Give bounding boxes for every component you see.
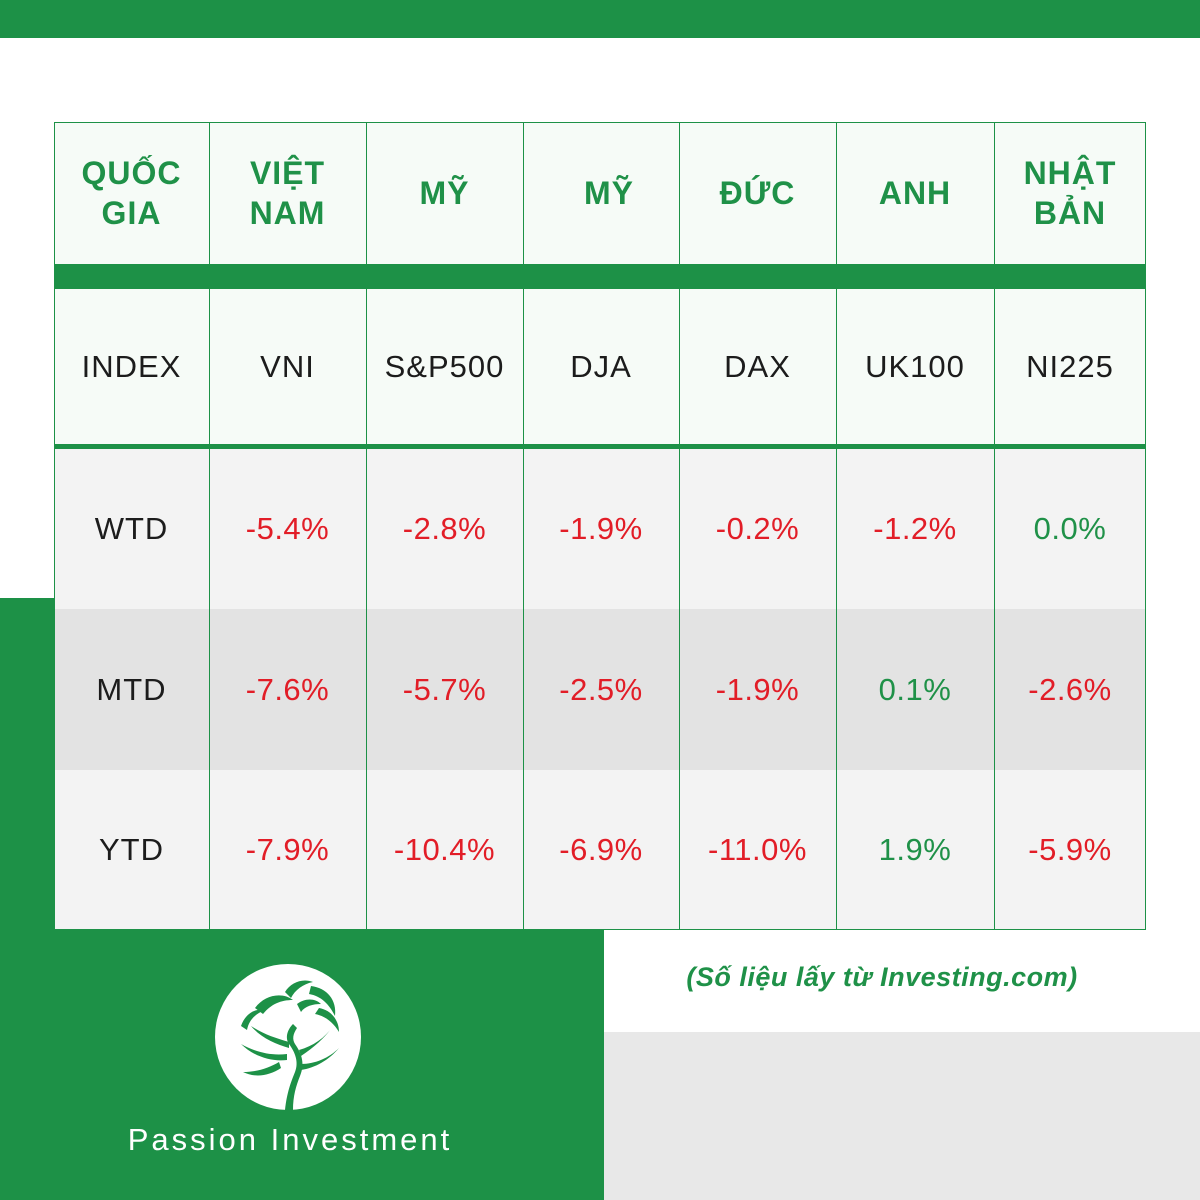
- column-divider: [209, 122, 210, 930]
- value-cell: 0.1%: [878, 671, 952, 707]
- index-cell: NI225: [1026, 348, 1114, 384]
- country-cell: MỸ: [419, 175, 470, 211]
- index-row-label: INDEX: [81, 348, 182, 384]
- value-cell: -1.9%: [559, 511, 643, 546]
- row-label: WTD: [94, 511, 169, 546]
- source-note: (Số liệu lấy từ Investing.com): [686, 962, 1078, 992]
- value-cell: -10.4%: [393, 832, 496, 867]
- row-label: MTD: [96, 671, 167, 707]
- value-cell: -0.2%: [715, 511, 800, 546]
- country-cell: NHẬT BẢN: [1023, 155, 1117, 231]
- value-cell: 1.9%: [878, 832, 952, 867]
- data-row-mtd: MTD -7.6% -5.7% -2.5% -1.9% 0.1% -2.6%: [54, 609, 1146, 770]
- top-accent-bar: [0, 0, 1200, 38]
- index-cell: S&P500: [384, 348, 505, 384]
- value-cell: -11.0%: [708, 832, 807, 867]
- tree-icon: [215, 964, 361, 1110]
- index-cell: DAX: [724, 348, 791, 384]
- header-divider-band: [54, 264, 1146, 289]
- data-row-ytd: YTD -7.9% -10.4% -6.9% -11.0% 1.9% -5.9%: [54, 770, 1146, 930]
- index-cell: UK100: [865, 348, 965, 384]
- index-divider-line: [54, 444, 1146, 449]
- market-index-table: QUỐC GIA VIỆT NAM MỸ MỸ ĐỨC ANH NHẬT BẢN…: [54, 122, 1146, 930]
- index-cell: DJA: [570, 348, 632, 384]
- value-cell: -7.6%: [245, 671, 330, 707]
- value-cell: -5.4%: [245, 511, 330, 546]
- value-cell: -1.2%: [873, 511, 957, 546]
- gray-footer-panel: [604, 1032, 1200, 1200]
- column-divider: [523, 122, 524, 930]
- country-cell: MỸ: [584, 175, 634, 211]
- value-cell: -7.9%: [245, 832, 330, 867]
- column-divider: [994, 122, 995, 930]
- country-cell: VIỆT NAM: [249, 155, 326, 231]
- country-cell: ANH: [878, 175, 952, 211]
- country-header-row: QUỐC GIA VIỆT NAM MỸ MỸ ĐỨC ANH NHẬT BẢN: [54, 122, 1146, 264]
- column-divider: [366, 122, 367, 930]
- data-row-wtd: WTD -5.4% -2.8% -1.9% -0.2% -1.2% 0.0%: [54, 449, 1146, 609]
- column-divider: [679, 122, 680, 930]
- value-cell: 0.0%: [1033, 511, 1107, 546]
- index-row: INDEX VNI S&P500 DJA DAX UK100 NI225: [54, 289, 1146, 444]
- value-cell: -2.5%: [559, 671, 643, 707]
- index-cell: VNI: [260, 348, 315, 384]
- value-cell: -1.9%: [715, 671, 800, 707]
- country-header-label: QUỐC GIA: [81, 155, 182, 231]
- value-cell: -5.7%: [402, 671, 487, 707]
- brand-name: Passion Investment: [127, 1122, 453, 1157]
- value-cell: -2.6%: [1028, 671, 1112, 707]
- column-divider: [836, 122, 837, 930]
- value-cell: -6.9%: [559, 832, 643, 867]
- value-cell: -5.9%: [1028, 832, 1112, 867]
- row-label: YTD: [99, 832, 164, 867]
- country-cell: ĐỨC: [719, 175, 796, 211]
- value-cell: -2.8%: [402, 511, 487, 546]
